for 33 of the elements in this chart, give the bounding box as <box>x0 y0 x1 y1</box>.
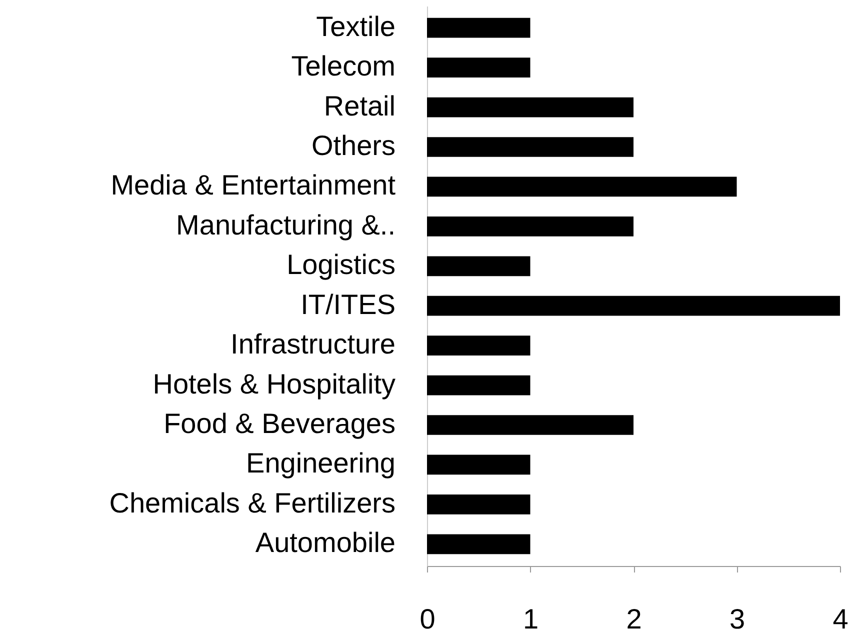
y-tick-label: IT/ITES <box>300 288 396 320</box>
y-tick-label: Manufacturing &.. <box>176 209 396 240</box>
x-tick-label: 2 <box>626 604 642 634</box>
bar <box>427 256 530 276</box>
bar <box>427 454 530 475</box>
bar <box>427 336 530 356</box>
bar <box>427 534 530 554</box>
bar <box>427 216 634 236</box>
y-tick-label: Textile <box>316 10 396 42</box>
y-tick-label: Food & Beverages <box>164 408 396 440</box>
bar <box>427 296 840 316</box>
bar <box>427 415 634 435</box>
y-tick-label: Infrastructure <box>230 328 396 360</box>
bar <box>427 137 634 157</box>
y-tick-label: Others <box>311 130 396 161</box>
y-tick-label: Retail <box>324 90 396 122</box>
y-tick-label: Engineering <box>246 448 396 479</box>
bar <box>427 176 737 197</box>
bar <box>427 494 530 514</box>
bar <box>427 375 530 396</box>
bar <box>427 18 530 38</box>
y-tick-label: Automobile <box>255 527 396 558</box>
y-tick-label: Hotels & Hospitality <box>152 368 396 400</box>
x-tick-label: 1 <box>522 604 539 634</box>
x-tick-label: 3 <box>729 604 746 634</box>
x-tick-label: 4 <box>832 604 848 634</box>
y-tick-label: Logistics <box>286 249 396 280</box>
bar <box>427 58 530 78</box>
bar <box>427 97 634 118</box>
x-tick-label: 0 <box>420 604 436 634</box>
y-tick-label: Chemicals & Fertilizers <box>109 487 396 518</box>
y-tick-label: Media & Entertainment <box>110 170 396 201</box>
y-tick-label: Telecom <box>291 50 396 82</box>
